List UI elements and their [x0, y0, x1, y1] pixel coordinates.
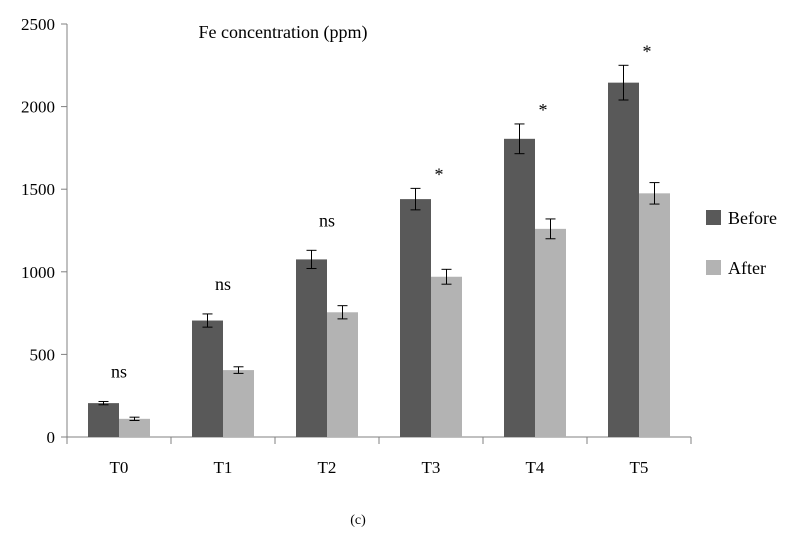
- y-tick-label-2500: 2500: [21, 15, 55, 34]
- legend-swatch-after: [706, 260, 721, 275]
- bar-before-t0: [88, 403, 119, 437]
- significance-label-t5: *: [643, 41, 652, 61]
- bar-before-t4: [504, 138, 535, 437]
- bar-after-t3: [431, 276, 462, 437]
- y-tick-label-1000: 1000: [21, 263, 55, 282]
- x-tick-label-t0: T0: [110, 458, 129, 477]
- bar-after-t5: [639, 193, 670, 437]
- legend-label-before: Before: [728, 208, 777, 228]
- chart-title: Fe concentration (ppm): [199, 22, 368, 43]
- bar-before-t3: [400, 199, 431, 437]
- y-tick-label-2000: 2000: [21, 98, 55, 117]
- x-tick-label-t4: T4: [526, 458, 545, 477]
- axes-layer: [61, 23, 692, 444]
- significance-label-t3: *: [435, 164, 444, 184]
- y-tick-label-500: 500: [30, 345, 56, 364]
- x-tick-label-t2: T2: [318, 458, 337, 477]
- bar-after-t4: [535, 228, 566, 437]
- y-tick-label-1500: 1500: [21, 180, 55, 199]
- significance-label-t1: ns: [215, 274, 231, 294]
- x-tick-label-t1: T1: [214, 458, 233, 477]
- bars-layer: [88, 64, 670, 438]
- x-tick-label-t3: T3: [422, 458, 441, 477]
- significance-label-t4: *: [539, 100, 548, 120]
- chart-caption: (c): [350, 513, 366, 528]
- significance-label-t0: ns: [111, 361, 127, 381]
- bar-before-t1: [192, 320, 223, 437]
- y-tick-label-0: 0: [47, 428, 56, 447]
- bar-after-t2: [327, 312, 358, 437]
- bar-after-t1: [223, 370, 254, 437]
- significance-label-t2: ns: [319, 210, 335, 230]
- legend-label-after: After: [728, 258, 766, 278]
- x-tick-label-t5: T5: [630, 458, 649, 477]
- legend-swatch-before: [706, 210, 721, 225]
- bar-after-t0: [119, 418, 150, 437]
- bar-before-t5: [608, 82, 639, 438]
- bar-before-t2: [296, 259, 327, 437]
- legend: Before After: [706, 208, 777, 278]
- labels-layer: 0 500 1000 1500 2000 2500 T0 ns T1 ns T2 ns T3 * T4 * T5…: [21, 15, 652, 477]
